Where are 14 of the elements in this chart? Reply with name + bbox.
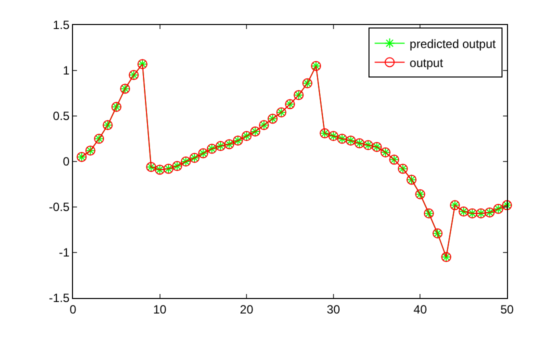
y-tick-label: 1 bbox=[62, 64, 70, 78]
x-tick-label: 20 bbox=[240, 302, 254, 316]
y-tick-label: 1.5 bbox=[52, 18, 70, 32]
y-tick-label: 0.5 bbox=[52, 109, 70, 124]
x-tick-label: 30 bbox=[326, 302, 340, 316]
y-tick-label: -0.5 bbox=[48, 200, 70, 214]
x-tick-label: 50 bbox=[500, 302, 514, 316]
legend-label: output bbox=[410, 56, 444, 70]
y-tick-label: -1 bbox=[58, 246, 70, 260]
y-tick-label: -1.5 bbox=[48, 291, 70, 306]
y-tick-label: 0 bbox=[62, 154, 70, 169]
x-tick-label: 40 bbox=[414, 302, 428, 316]
legend-label: predicted output bbox=[410, 36, 496, 51]
x-tick-label: 10 bbox=[153, 302, 167, 316]
